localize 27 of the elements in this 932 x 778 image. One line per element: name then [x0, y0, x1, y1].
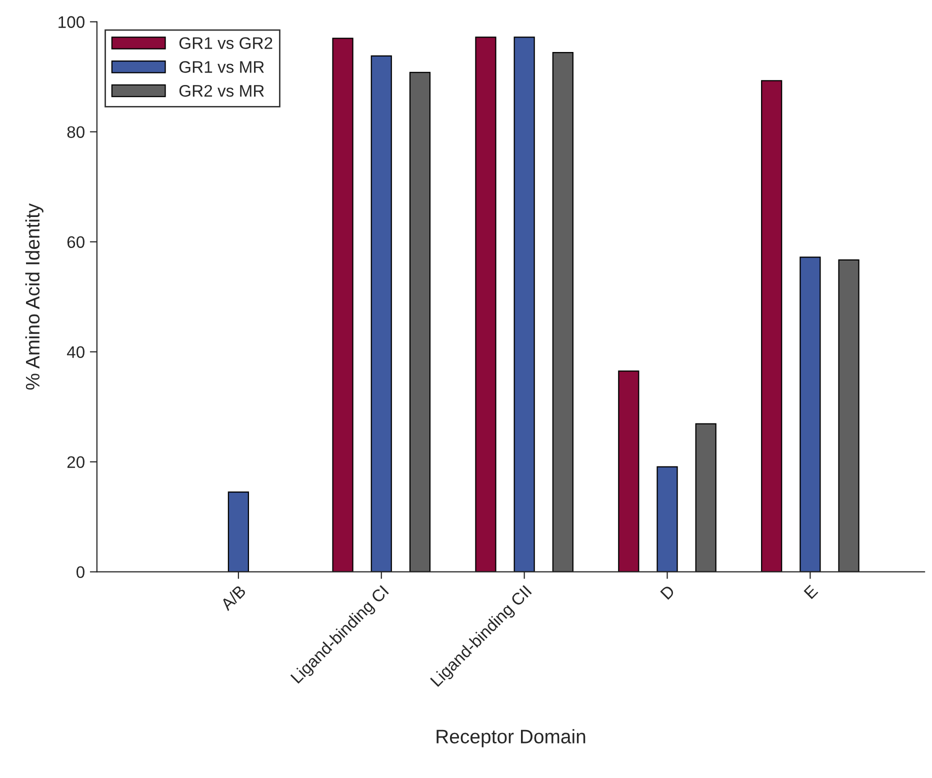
bar	[475, 36, 496, 572]
bar	[761, 80, 782, 572]
y-tick-label: 0	[76, 566, 84, 578]
bar	[514, 36, 535, 572]
bar	[618, 370, 640, 572]
y-tick-label: 80	[67, 126, 84, 138]
bar	[228, 492, 249, 572]
y-tick-label: 20	[67, 456, 84, 468]
legend-label: GR1 vs MR	[179, 61, 264, 73]
y-tick-label: 100	[58, 16, 84, 28]
legend-label: GR2 vs MR	[179, 84, 264, 97]
x-tick-label: A/B	[219, 584, 246, 612]
legend-label: GR1 vs GR2	[179, 37, 272, 50]
bar	[695, 423, 716, 572]
bar	[800, 256, 821, 572]
bar	[838, 259, 860, 572]
bar	[370, 55, 392, 572]
bar	[552, 52, 574, 572]
y-tick-label: 40	[66, 346, 84, 358]
x-tick-label: E	[804, 584, 818, 600]
bar	[332, 38, 354, 572]
x-axis-title: Receptor Domain	[436, 729, 586, 748]
bar	[656, 466, 678, 572]
bar	[409, 72, 431, 572]
x-tick-label: D	[660, 584, 676, 600]
y-tick-label: 60	[67, 236, 84, 248]
y-axis-title: % Amino Acid Identity	[25, 203, 44, 390]
